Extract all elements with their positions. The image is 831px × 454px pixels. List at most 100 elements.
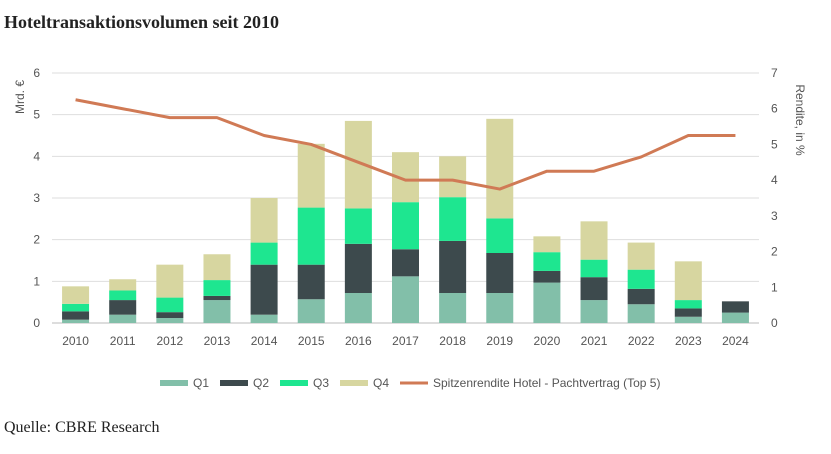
legend-label-q3: Q3 [313, 376, 329, 390]
bar-segment-q4 [486, 118, 514, 219]
bar-segment-q3 [439, 197, 467, 241]
bar-segment-q4 [62, 286, 90, 304]
chart-title: Hoteltransaktionsvolumen seit 2010 [4, 12, 280, 32]
bar-segment-q4 [580, 221, 608, 260]
bar-segment-q3 [250, 242, 278, 265]
right-tick-label: 7 [771, 66, 778, 80]
bar-segment-q3 [627, 269, 655, 289]
bar-segment-q1 [344, 293, 372, 323]
x-tick-label: 2012 [156, 334, 183, 348]
bar-segment-q2 [109, 300, 137, 315]
x-tick-label: 2016 [345, 334, 372, 348]
bar-segment-q4 [156, 264, 184, 298]
bar-segment-q2 [674, 308, 702, 317]
source-note: Quelle: CBRE Research [4, 419, 160, 436]
bar-segment-q1 [109, 314, 137, 323]
x-tick-label: 2017 [392, 334, 419, 348]
bar-segment-q3 [392, 202, 419, 250]
bar-segment-q4 [674, 261, 702, 301]
bar-segment-q3 [203, 280, 231, 296]
bar-segment-q1 [533, 282, 561, 323]
left-axis-ticks: 0 1 2 3 4 5 6 [33, 66, 40, 330]
legend-label-yield: Spitzenrendite Hotel - Pachtvertrag (Top… [433, 376, 660, 390]
x-tick-label: 2011 [110, 334, 136, 348]
left-axis-label: Mrd. € [13, 80, 27, 114]
bar-segment-q2 [439, 240, 467, 293]
yield-line [75, 98, 736, 191]
bar-segment-q2 [250, 264, 278, 315]
bar-segment-q4 [627, 242, 655, 270]
bar-segment-q1 [203, 300, 231, 323]
legend-label-q1: Q1 [193, 376, 209, 390]
left-tick-label: 1 [33, 274, 40, 288]
left-tick-label: 6 [33, 66, 40, 80]
right-tick-label: 4 [771, 173, 778, 187]
legend-swatch-q1 [160, 380, 188, 386]
bar-segment-q1 [156, 318, 184, 323]
bar-segment-q1 [580, 300, 608, 323]
bar-segment-q2 [721, 301, 749, 313]
bar-segment-q3 [580, 259, 608, 278]
legend-label-q4: Q4 [373, 376, 389, 390]
bar-segment-q3 [344, 208, 372, 244]
bar-segment-q4 [297, 143, 325, 208]
x-tick-label: 2020 [534, 334, 561, 348]
left-tick-label: 0 [33, 316, 40, 330]
right-axis-ticks: 0 1 2 3 4 5 6 7 [771, 66, 778, 330]
bar-segment-q3 [533, 252, 561, 271]
right-tick-label: 3 [771, 209, 778, 223]
bar-segment-q2 [297, 264, 325, 300]
bar-segment-q1 [486, 293, 514, 323]
bar-segment-q1 [297, 299, 325, 323]
bar-segment-q3 [486, 218, 514, 253]
bar-segment-q3 [109, 290, 137, 301]
bar-segment-q4 [203, 254, 231, 281]
x-axis-ticks: 2010 2011 2012 2013 2014 2015 2016 2017 2018 2019… [62, 334, 749, 348]
x-tick-label: 2022 [628, 334, 655, 348]
bar-segment-q4 [109, 279, 137, 291]
x-tick-label: 2015 [298, 334, 325, 348]
x-tick-label: 2010 [62, 334, 89, 348]
bar-segment-q2 [580, 277, 608, 301]
right-tick-label: 1 [771, 280, 778, 294]
right-tick-label: 6 [771, 102, 778, 116]
bar-segment-q2 [627, 288, 655, 305]
legend-swatch-q3 [280, 380, 308, 386]
bar-segment-q2 [62, 311, 90, 320]
x-tick-label: 2019 [486, 334, 513, 348]
bar-segment-q1 [250, 314, 278, 323]
bar-segment-q2 [392, 249, 419, 277]
bar-segment-q2 [486, 253, 514, 293]
bar-segment-q4 [439, 156, 467, 198]
bar-segment-q1 [721, 312, 749, 323]
left-tick-label: 5 [33, 108, 40, 122]
legend-swatch-q2 [220, 380, 248, 386]
bar-segment-q4 [250, 198, 278, 243]
bar-segment-q1 [62, 319, 90, 323]
right-tick-label: 2 [771, 245, 778, 259]
bar-segment-q1 [392, 276, 419, 323]
x-tick-label: 2014 [251, 334, 278, 348]
right-axis-label: Rendite, in % [793, 84, 807, 156]
bar-segment-q1 [439, 293, 467, 323]
bar-segment-q3 [156, 297, 184, 313]
bars [62, 118, 749, 323]
legend: Q1 Q2 Q3 Q4 Spitzenrendite Hotel - Pachtvert… [160, 376, 660, 390]
x-tick-label: 2021 [581, 334, 608, 348]
bar-segment-q4 [533, 236, 561, 253]
bar-segment-q2 [203, 295, 231, 301]
x-tick-label: 2024 [722, 334, 749, 348]
right-tick-label: 0 [771, 316, 778, 330]
bar-segment-q2 [533, 270, 561, 283]
x-tick-label: 2018 [439, 334, 466, 348]
bar-segment-q2 [156, 312, 184, 318]
x-tick-label: 2013 [204, 334, 231, 348]
yield-line-path [75, 98, 736, 191]
bar-segment-q3 [297, 207, 325, 265]
bar-segment-q1 [627, 304, 655, 323]
bar-segment-q3 [62, 303, 90, 312]
bar-segment-q1 [674, 316, 702, 323]
legend-label-q2: Q2 [253, 376, 269, 390]
left-tick-label: 4 [33, 149, 40, 163]
